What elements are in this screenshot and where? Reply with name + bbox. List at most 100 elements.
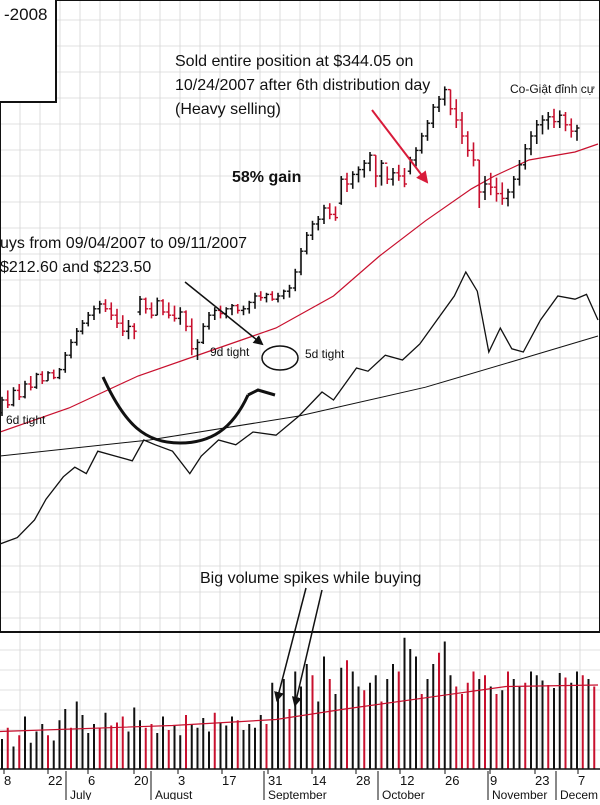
volume-bars xyxy=(0,637,599,769)
handle-pattern-line xyxy=(247,388,276,397)
volume-bar xyxy=(254,727,256,769)
x-axis-day-label: 20 xyxy=(134,773,148,788)
price-bar xyxy=(183,310,189,332)
volume-bar xyxy=(52,740,55,769)
volume-bar xyxy=(58,720,61,769)
volume-bar xyxy=(392,664,394,769)
price-bar xyxy=(402,168,407,188)
price-bar xyxy=(425,120,430,141)
price-bar xyxy=(131,323,137,340)
price-bar xyxy=(74,328,80,346)
x-axis-month-label: November xyxy=(492,788,547,800)
price-bar xyxy=(338,176,344,205)
volume-bar xyxy=(150,724,153,769)
price-bar xyxy=(522,144,528,170)
volume-spikes-label: Big volume spikes while buying xyxy=(200,570,421,587)
price-bar xyxy=(442,86,448,106)
price-bar xyxy=(51,369,57,380)
volume-bar xyxy=(259,715,262,769)
volume-bar xyxy=(213,712,216,769)
price-bar xyxy=(143,297,149,314)
price-bar xyxy=(459,112,465,144)
price-bar xyxy=(68,339,74,359)
volume-bar xyxy=(156,733,159,769)
price-bar xyxy=(258,291,264,301)
price-bar xyxy=(85,312,91,327)
volume-bar xyxy=(288,709,291,769)
price-bar xyxy=(241,305,246,316)
sell-note-line-2: 10/24/2007 after 6th distribution day xyxy=(175,77,430,94)
volume-bar xyxy=(242,730,245,769)
price-bars xyxy=(0,86,580,416)
x-axis-month-label: October xyxy=(382,788,425,800)
volume-bar xyxy=(363,690,366,769)
volume-bar xyxy=(317,701,320,769)
price-bar xyxy=(91,305,97,320)
volume-bar xyxy=(369,682,371,769)
volume-bar xyxy=(116,722,118,769)
price-bar xyxy=(120,315,126,336)
volume-bar xyxy=(576,671,578,769)
x-axis-month-label: Decem xyxy=(560,788,598,800)
volume-bar xyxy=(18,735,21,769)
price-bar xyxy=(57,368,62,380)
price-bar xyxy=(390,168,396,186)
price-bar xyxy=(327,203,333,220)
price-bar xyxy=(264,292,269,303)
x-axis-day-label: 9 xyxy=(490,773,497,788)
volume-bar xyxy=(41,724,44,769)
buys-note-line-1: uys from 09/04/2007 to 09/11/2007 xyxy=(0,235,247,252)
x-axis-day-label: 7 xyxy=(578,773,585,788)
volume-bar xyxy=(524,682,527,769)
volume-bar xyxy=(29,742,32,769)
price-bar xyxy=(281,289,287,300)
volume-bar xyxy=(133,707,136,769)
price-bar xyxy=(275,292,281,303)
volume-bar xyxy=(501,690,504,769)
price-bar xyxy=(465,131,471,157)
price-bar xyxy=(172,305,177,322)
price-bar xyxy=(252,292,258,309)
x-axis-day-label: 26 xyxy=(445,773,459,788)
price-bar xyxy=(206,312,212,330)
price-bar xyxy=(361,160,367,178)
volume-bar xyxy=(248,724,251,769)
volume-bar xyxy=(98,727,101,769)
price-bar xyxy=(384,162,390,184)
price-bar xyxy=(476,159,482,208)
price-bar xyxy=(517,160,522,186)
x-axis-day-label: 28 xyxy=(356,773,370,788)
price-bar xyxy=(137,296,143,316)
volume-bar xyxy=(139,720,141,769)
short-moving-average-line xyxy=(0,143,599,433)
price-bar xyxy=(321,204,327,224)
price-bar xyxy=(448,88,453,116)
volume-bar xyxy=(87,733,90,769)
price-bar xyxy=(246,300,252,314)
volume-bar xyxy=(236,720,239,769)
price-bar xyxy=(488,172,494,196)
volume-bar xyxy=(357,686,360,769)
buy-arrow xyxy=(184,281,264,346)
price-bar xyxy=(310,220,315,240)
volume-bar xyxy=(386,679,389,769)
volume-bar xyxy=(225,725,228,769)
price-bar xyxy=(212,307,218,320)
sell-arrow xyxy=(371,109,429,184)
price-bar xyxy=(5,390,11,408)
volume-bar xyxy=(167,730,170,769)
volume-bar xyxy=(374,675,377,769)
volume-arrow-1 xyxy=(274,587,307,702)
volume-bar xyxy=(173,725,176,769)
moving-averages xyxy=(0,143,599,545)
x-axis-day-label: 12 xyxy=(400,773,414,788)
volume-bar xyxy=(443,641,446,769)
volume-bar xyxy=(110,725,113,769)
x-axis-day-label: 6 xyxy=(88,773,95,788)
price-bar xyxy=(436,96,442,112)
price-bar xyxy=(551,108,557,128)
title-box xyxy=(0,0,57,103)
volume-bar xyxy=(530,671,532,769)
volume-bar xyxy=(75,701,78,769)
price-bar xyxy=(333,206,338,221)
